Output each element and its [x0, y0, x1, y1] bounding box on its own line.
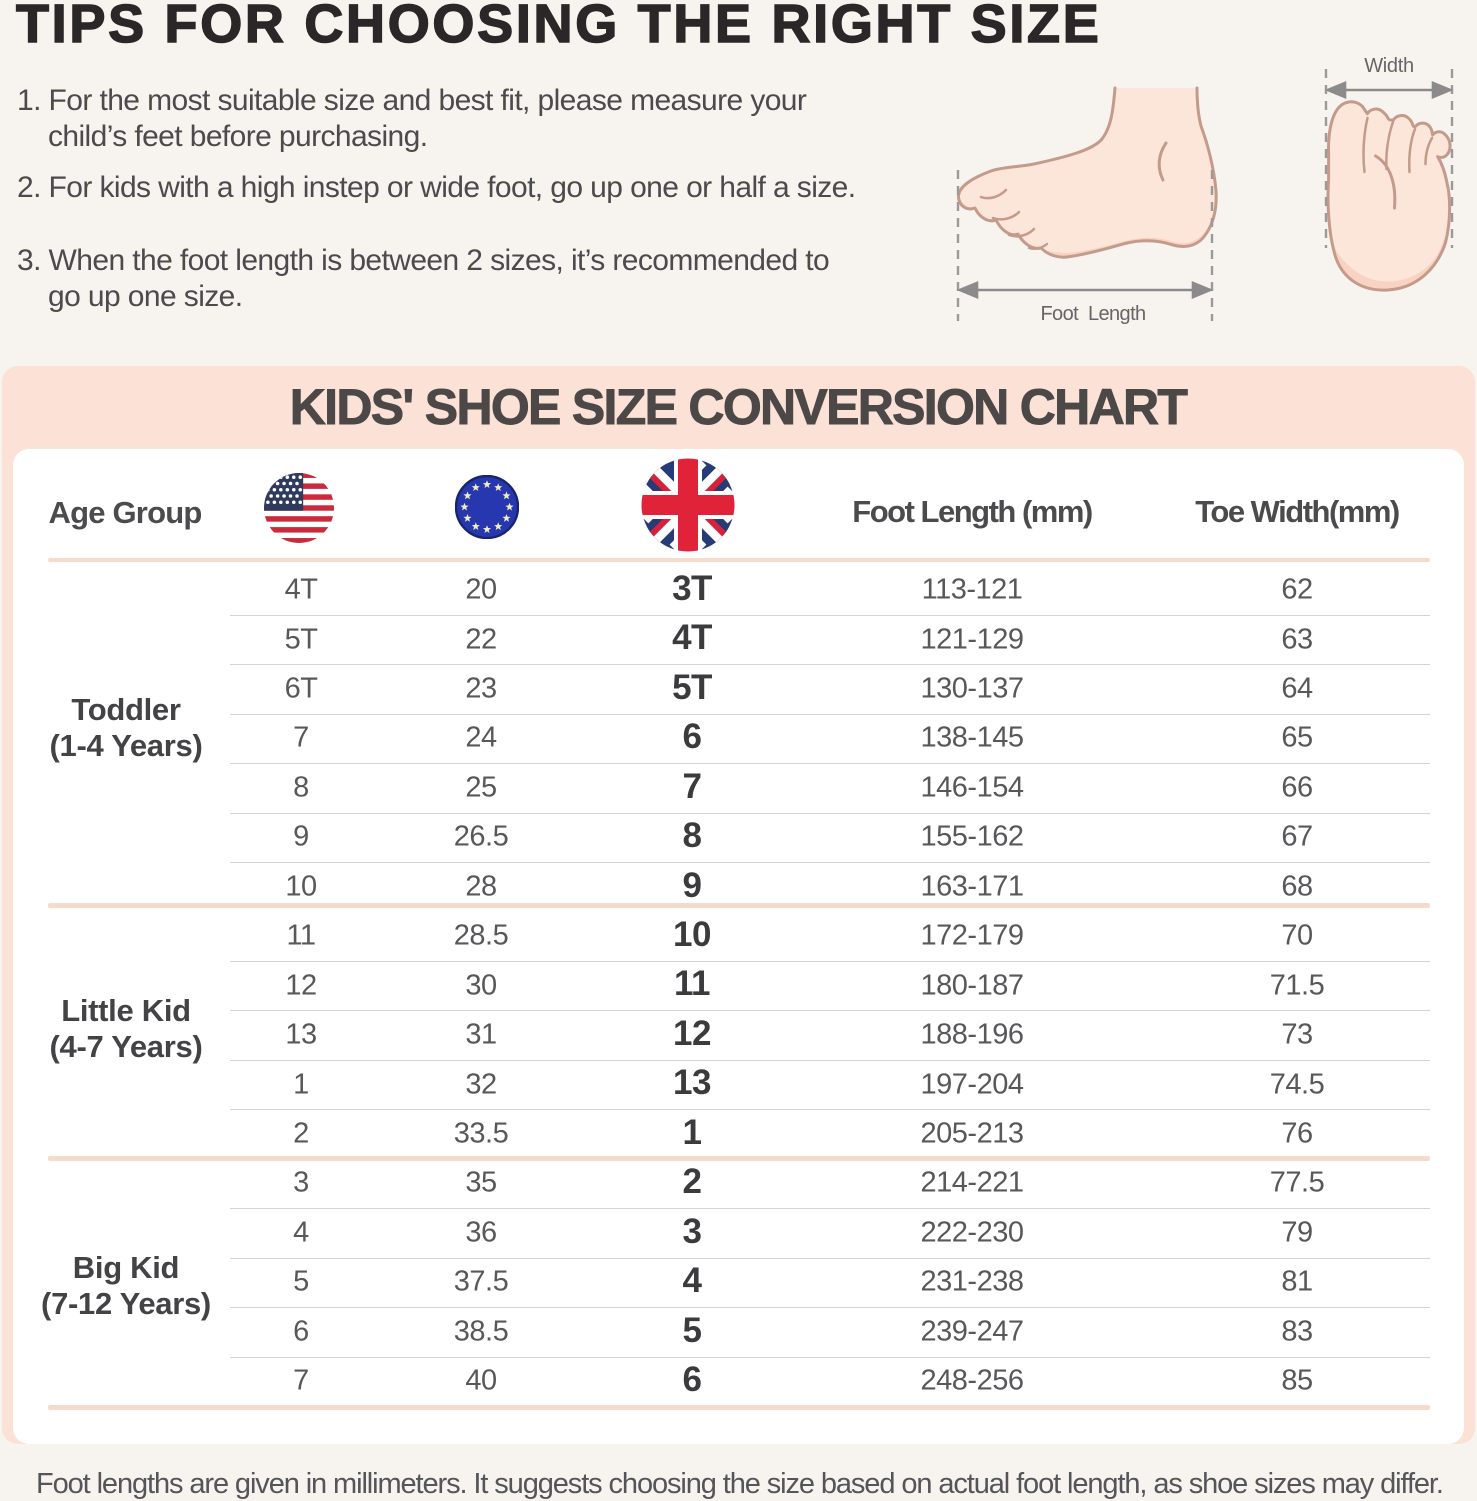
svg-text:Foot Length: Foot Length [1040, 303, 1145, 325]
svg-text:Width: Width [1364, 55, 1414, 77]
